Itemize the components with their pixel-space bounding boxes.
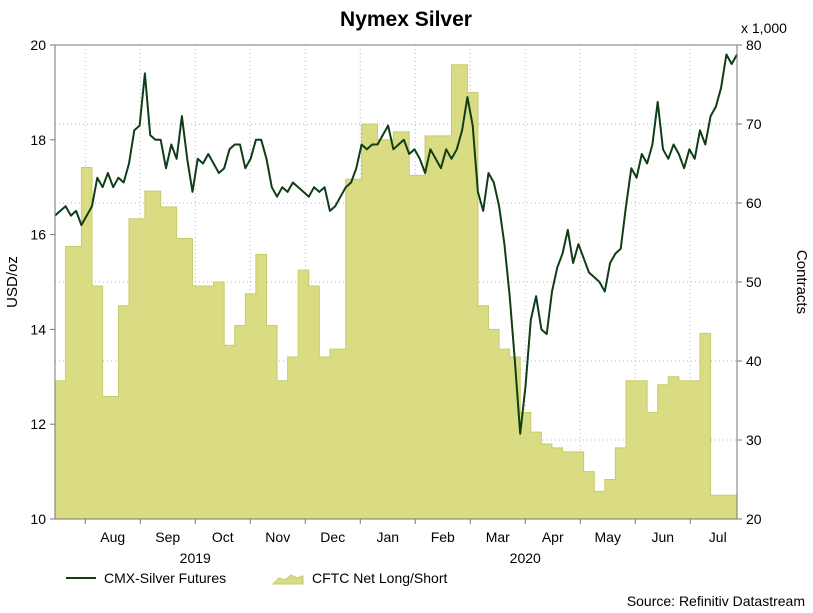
x-axis-month-label: Jul — [709, 529, 727, 545]
right-axis-multiplier: x 1,000 — [741, 20, 787, 36]
right-axis-tick-label: 40 — [746, 353, 762, 369]
x-axis-month-label: Mar — [486, 529, 510, 545]
legend: CMX-Silver Futures CFTC Net Long/Short — [66, 570, 447, 586]
x-axis-month-label: Jun — [651, 529, 674, 545]
left-axis-label: USD/oz — [4, 256, 21, 308]
x-axis-month-label: Aug — [100, 529, 125, 545]
legend-label-area: CFTC Net Long/Short — [312, 570, 447, 586]
x-axis-month-label: Apr — [542, 529, 564, 545]
x-axis-month-label: Feb — [431, 529, 455, 545]
left-axis-tick-label: 20 — [30, 37, 46, 53]
x-axis-year-label: 2020 — [510, 550, 541, 566]
left-axis-tick-label: 10 — [30, 511, 46, 527]
x-axis-month-label: Oct — [212, 529, 234, 545]
right-axis-tick-label: 50 — [746, 274, 762, 290]
right-axis-label: Contracts — [793, 250, 810, 314]
left-axis-tick-label: 14 — [30, 321, 46, 337]
left-axis-tick-label: 16 — [30, 227, 46, 243]
x-axis-year-label: 2019 — [180, 550, 211, 566]
series-area-cftc — [54, 64, 738, 520]
right-axis-tick-label: 80 — [746, 37, 762, 53]
x-axis-month-label: Sep — [155, 529, 180, 545]
right-axis-tick-label: 30 — [746, 432, 762, 448]
x-axis-month-label: Jan — [376, 529, 399, 545]
series-line-silver — [54, 53, 738, 435]
x-axis-month-label: Nov — [265, 529, 290, 545]
legend-label-line: CMX-Silver Futures — [104, 570, 226, 586]
chart-title: Nymex Silver — [340, 8, 472, 31]
left-axis-tick-label: 18 — [30, 132, 46, 148]
left-axis-tick-label: 12 — [30, 416, 46, 432]
right-axis-tick-label: 20 — [746, 511, 762, 527]
legend-area-swatch — [271, 574, 304, 585]
right-axis-tick-label: 60 — [746, 195, 762, 211]
right-axis-tick-label: 70 — [746, 116, 762, 132]
source-note: Source: Refinitiv Datastream — [627, 593, 805, 609]
x-axis-month-label: Dec — [320, 529, 345, 545]
x-axis-month-label: May — [595, 529, 621, 545]
